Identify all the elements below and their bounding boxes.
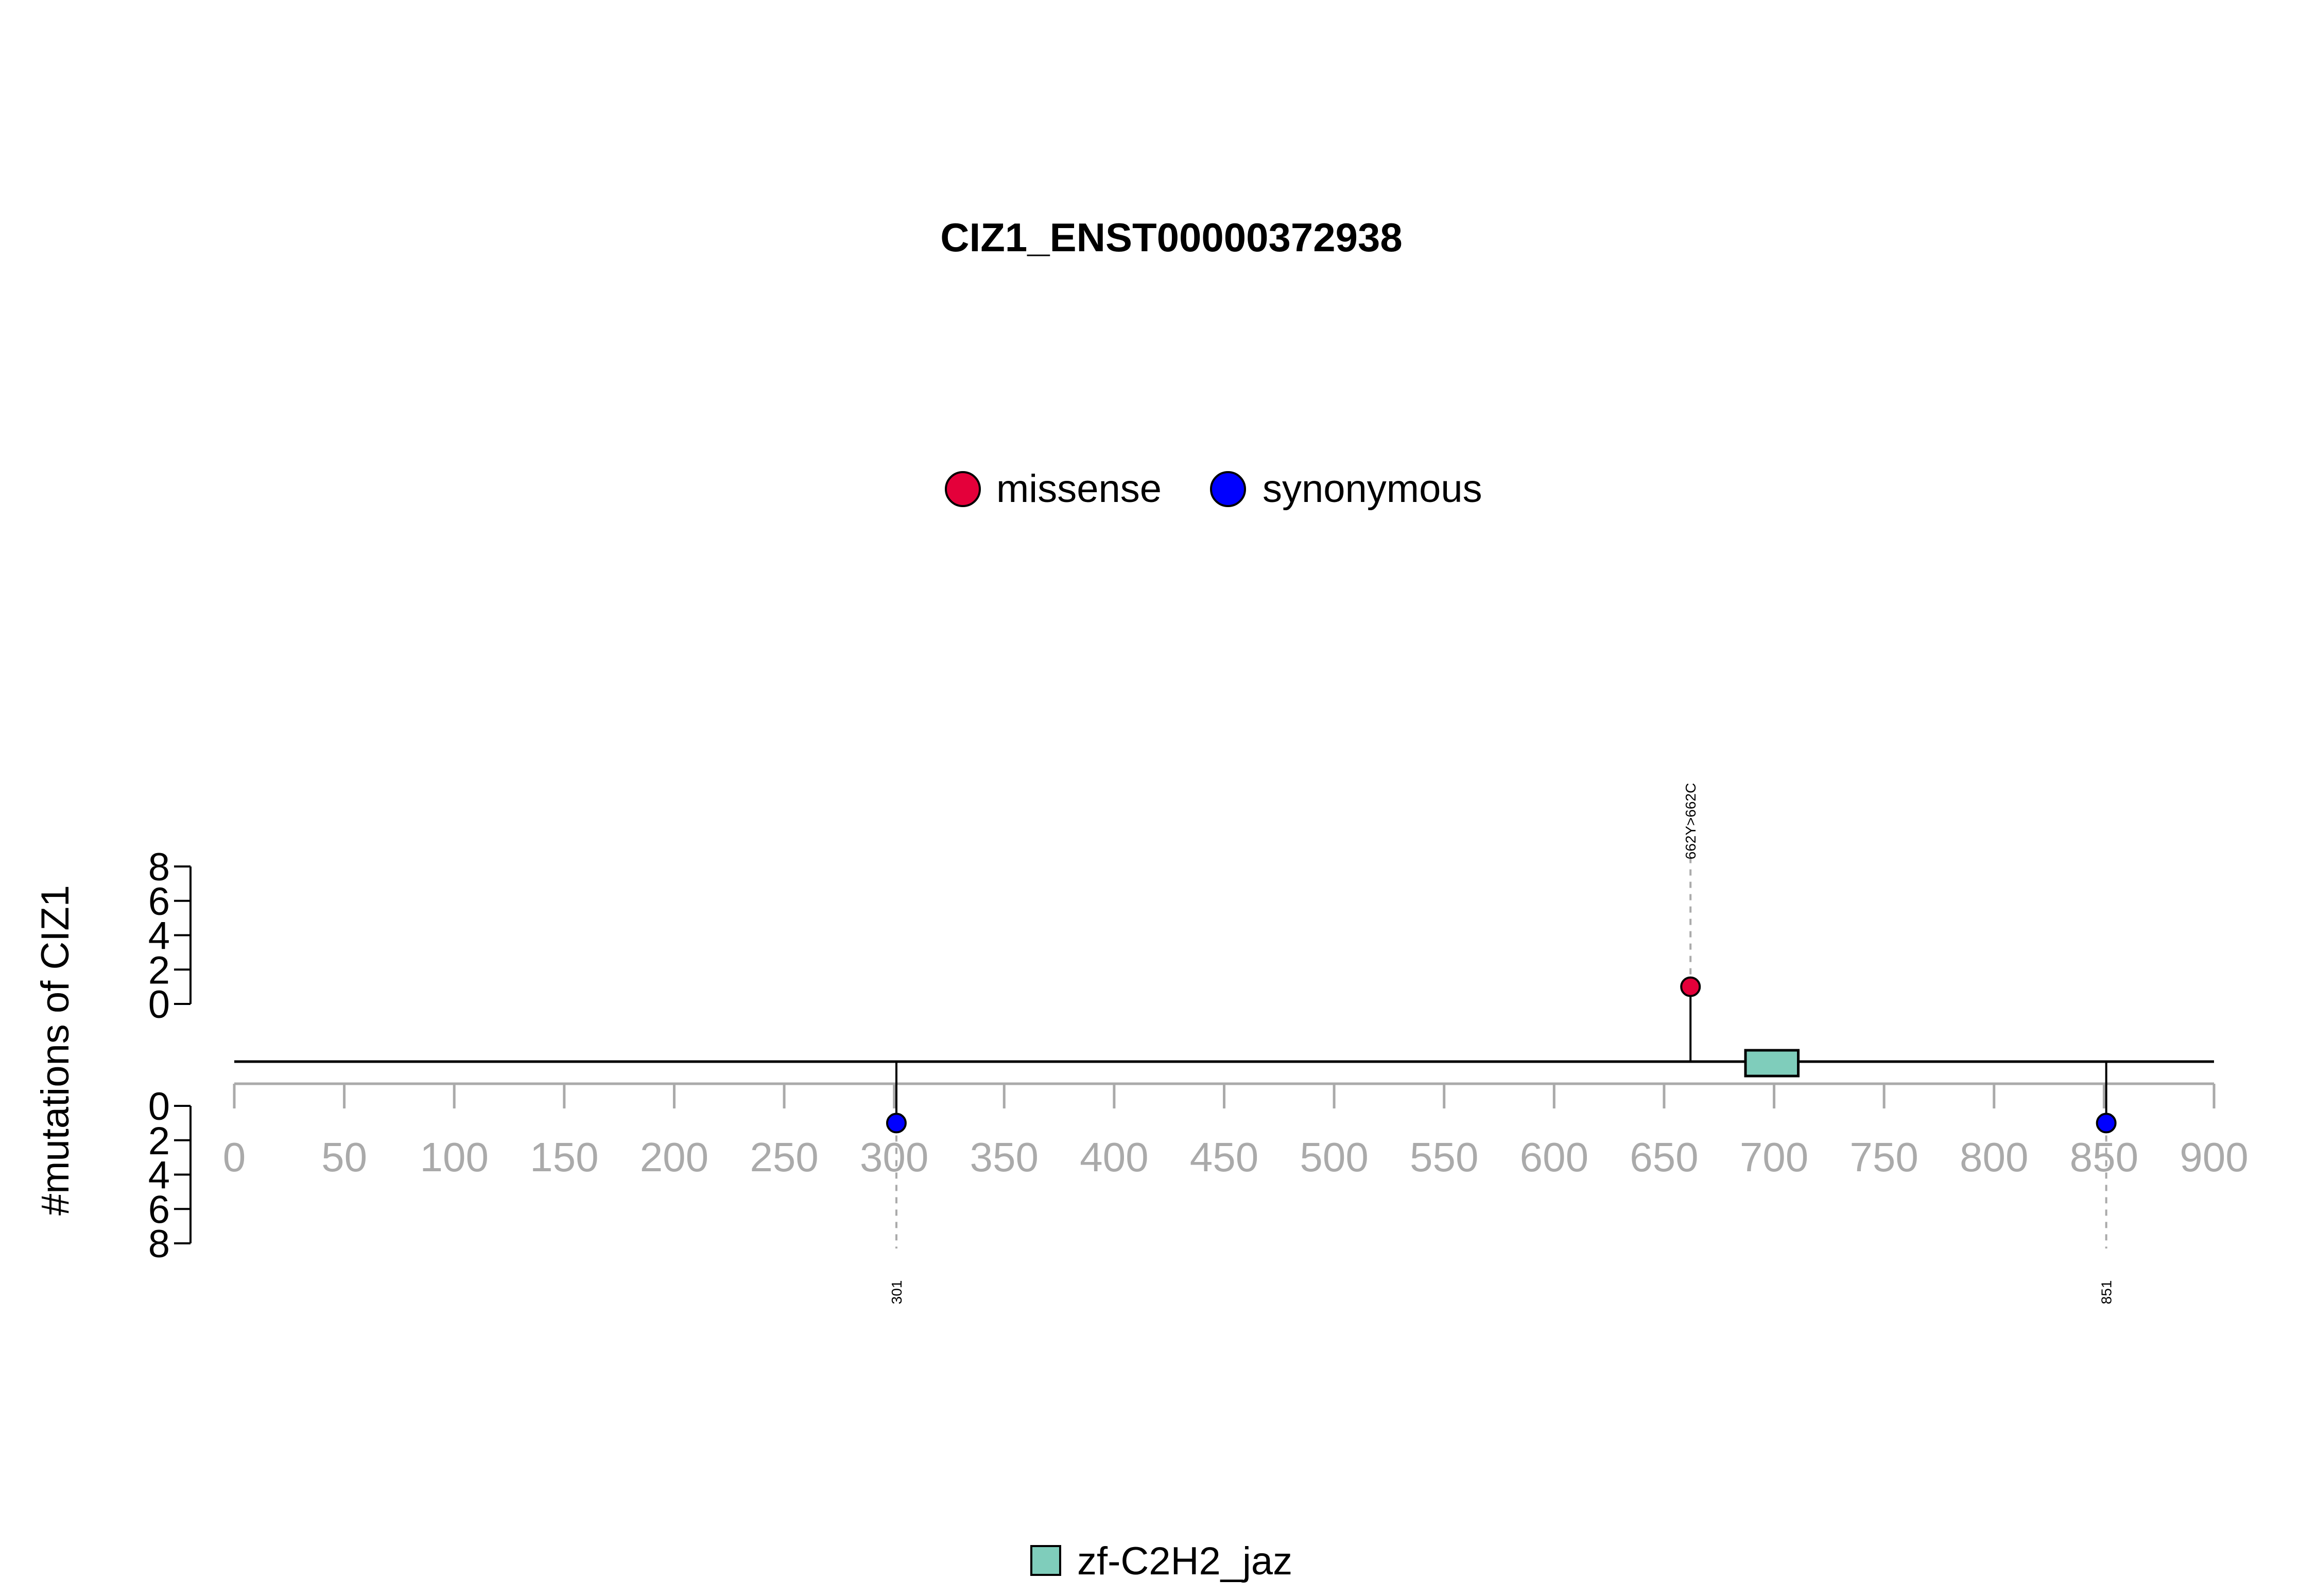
y-tick-label-bottom: 2	[148, 1119, 170, 1163]
y-tick-label-top: 0	[148, 983, 170, 1027]
x-tick-label: 700	[1740, 1134, 1808, 1180]
x-tick-label: 750	[1849, 1134, 1918, 1180]
y-tick-label-bottom: 6	[148, 1188, 170, 1231]
x-tick-label: 300	[860, 1134, 928, 1180]
mutation-lollipops: 662Y>662C 301 851	[886, 783, 2117, 1305]
x-tick-label: 650	[1630, 1134, 1698, 1180]
x-tick-label: 850	[2070, 1134, 2138, 1180]
x-tick-label: 150	[530, 1134, 598, 1180]
legend-marker-synonymous	[1210, 471, 1246, 507]
x-tick-label: 50	[321, 1134, 367, 1180]
chart-title: CIZ1_ENST00000372938	[940, 215, 1403, 260]
x-tick-label: 600	[1520, 1134, 1588, 1180]
y-tick-label-top: 8	[148, 845, 170, 889]
mutation-label: 301	[889, 1280, 905, 1305]
x-tick-label: 200	[640, 1134, 708, 1180]
y-tick-label-top: 6	[148, 880, 170, 924]
y-tick-label-bottom: 4	[148, 1154, 170, 1198]
mutation-label: 662Y>662C	[1683, 783, 1699, 860]
mutation-point-missense	[1680, 976, 1701, 997]
domain-zf-C2H2_jaz	[1744, 1049, 1800, 1078]
protein-domains	[1744, 1049, 1800, 1078]
legend-label-synonymous: synonymous	[1263, 467, 1482, 511]
x-tick-label: 400	[1080, 1134, 1148, 1180]
y-tick-label-top: 4	[148, 914, 170, 958]
x-axis: 0 50 100 150 200 250 300 350 400 450 500 550 600 650 7…	[223, 1082, 2249, 1180]
legend-label-missense: missense	[996, 467, 1162, 511]
x-tick-label: 550	[1410, 1134, 1478, 1180]
legend: missense synonymous	[945, 467, 1482, 511]
y-tick-label-bottom: 8	[148, 1222, 170, 1266]
domain-legend: zf-C2H2_jaz	[1030, 1539, 1292, 1583]
mutation-point-synonymous	[886, 1113, 907, 1134]
legend-marker-missense	[945, 471, 981, 507]
x-tick-label: 250	[750, 1134, 818, 1180]
x-tick-label: 100	[420, 1134, 488, 1180]
domain-legend-label: zf-C2H2_jaz	[1077, 1539, 1292, 1583]
x-tick-label: 900	[2180, 1134, 2248, 1180]
y-tick-label-top: 2	[148, 948, 170, 992]
y-tick-label-bottom: 0	[148, 1085, 170, 1129]
x-tick-label: 500	[1300, 1134, 1368, 1180]
x-tick-label: 450	[1190, 1134, 1258, 1180]
x-tick-label: 350	[970, 1134, 1039, 1180]
domain-legend-swatch	[1030, 1545, 1061, 1576]
mutation-point-synonymous	[2096, 1113, 2117, 1134]
x-tick-label: 800	[1960, 1134, 2028, 1180]
mutation-label: 851	[2099, 1280, 2115, 1305]
y-axis-label: #mutations of CIZ1	[33, 885, 77, 1216]
x-tick-label: 0	[223, 1134, 246, 1180]
